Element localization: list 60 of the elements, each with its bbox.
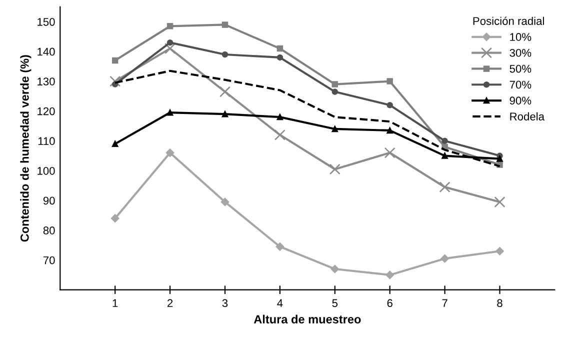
x-axis-title: Altura de muestreo xyxy=(254,314,361,324)
point xyxy=(386,127,393,134)
point xyxy=(496,246,504,256)
y-tick-label: 110 xyxy=(38,137,55,146)
point xyxy=(164,42,176,54)
point xyxy=(332,81,338,88)
point xyxy=(222,22,228,28)
y-tick-label: 130 xyxy=(38,78,55,86)
point xyxy=(110,214,120,222)
legend-label: Rodela xyxy=(510,112,545,120)
point xyxy=(220,198,230,206)
point xyxy=(330,264,340,274)
point xyxy=(222,51,228,58)
point xyxy=(276,45,284,52)
point xyxy=(386,270,394,280)
legend-title: Posición radial xyxy=(473,16,544,25)
point xyxy=(166,109,174,116)
point xyxy=(112,57,118,64)
y-tick-label: 80 xyxy=(43,226,55,234)
x-tick-label: 8 xyxy=(497,299,502,308)
point xyxy=(442,138,448,144)
point xyxy=(386,102,393,108)
point xyxy=(110,76,121,87)
point xyxy=(332,126,338,132)
point xyxy=(166,148,174,157)
x-tick-label: 2 xyxy=(168,299,173,307)
y-tick-label: 120 xyxy=(38,107,55,116)
x-tick-label: 5 xyxy=(332,299,338,308)
point xyxy=(439,182,450,193)
point xyxy=(494,196,506,208)
point xyxy=(276,242,284,251)
y-tick-label: 70 xyxy=(43,256,55,264)
legend-label: 70% xyxy=(510,80,532,89)
y-tick-label: 140 xyxy=(38,48,55,56)
point xyxy=(329,164,340,175)
y-axis-title: Contenido de humedad verde (%) xyxy=(20,55,32,242)
x-tick-label: 4 xyxy=(277,299,283,307)
x-tick-label: 3 xyxy=(222,299,228,308)
point xyxy=(219,86,231,98)
y-tick-label: 150 xyxy=(38,18,55,26)
point xyxy=(276,54,284,61)
point xyxy=(274,129,286,140)
point xyxy=(166,23,174,30)
legend-label: 90% xyxy=(510,96,532,105)
point xyxy=(440,254,449,263)
x-tick-label: 7 xyxy=(442,299,448,307)
y-tick-label: 100 xyxy=(38,166,55,175)
y-tick-label: 90 xyxy=(43,196,55,205)
point xyxy=(166,39,174,46)
point xyxy=(386,78,393,84)
legend-label: 10% xyxy=(510,33,532,41)
x-tick-label: 1 xyxy=(112,299,118,307)
point xyxy=(222,110,228,118)
x-tick-label: 6 xyxy=(387,299,392,308)
legend-label: 30% xyxy=(510,48,532,57)
point xyxy=(112,140,118,147)
legend-label: 50% xyxy=(510,64,532,73)
point xyxy=(384,147,396,158)
point xyxy=(276,114,284,120)
point xyxy=(332,88,338,95)
